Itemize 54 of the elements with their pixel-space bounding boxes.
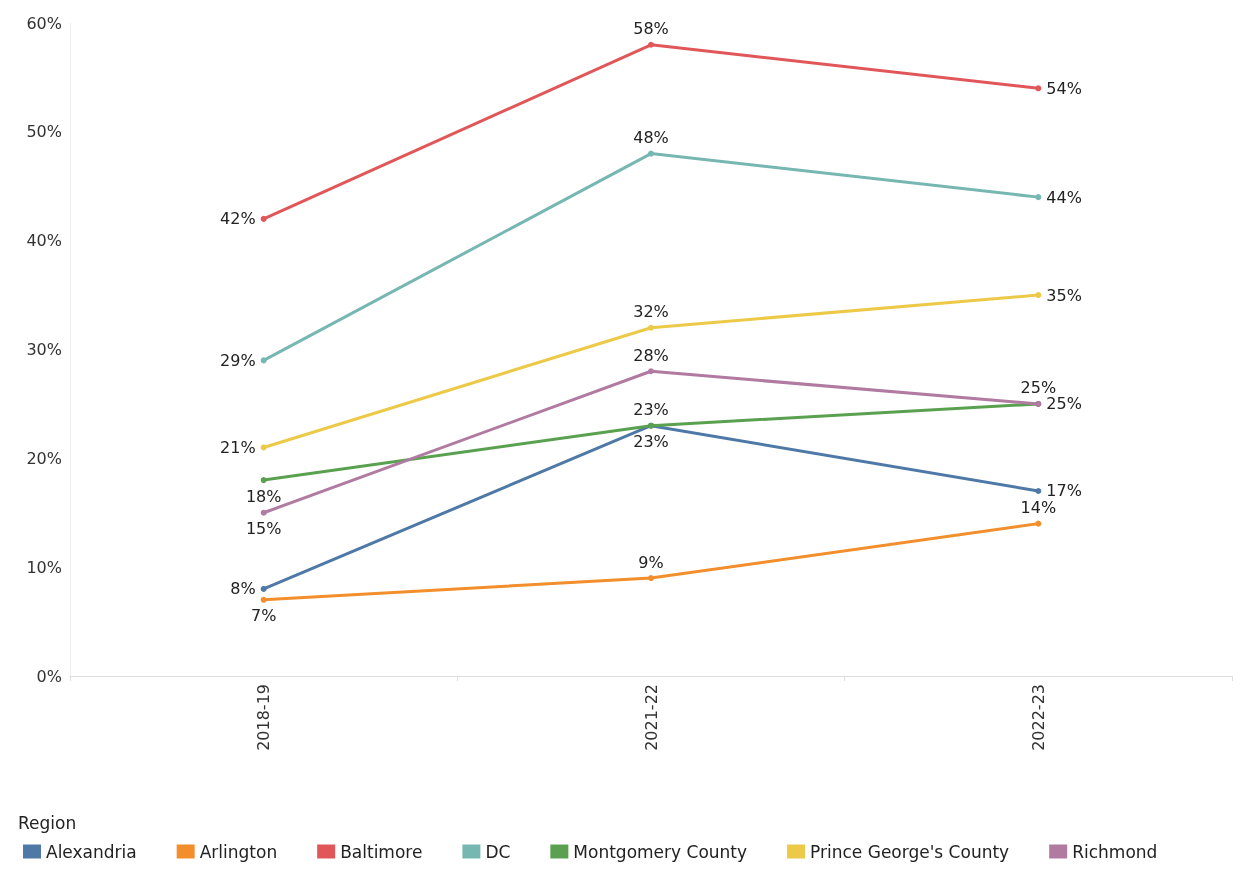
data-label: 32% xyxy=(633,302,669,322)
point xyxy=(260,215,267,222)
y-tick-label: 40% xyxy=(26,231,62,251)
y-tick-label: 50% xyxy=(26,122,62,142)
y-tick-label: 10% xyxy=(26,557,62,577)
y-tick-label: 30% xyxy=(26,340,62,359)
point xyxy=(1035,520,1042,527)
y-tick-label: 20% xyxy=(26,448,62,468)
legend-label: Prince George's County xyxy=(810,841,1010,862)
legend-label: Richmond xyxy=(1072,841,1158,862)
data-label: 8% xyxy=(230,579,256,599)
legend-title: Region xyxy=(18,812,77,833)
data-label: 29% xyxy=(220,350,256,370)
data-label: 58% xyxy=(633,19,669,39)
data-label: 7% xyxy=(250,606,277,626)
data-label: 15% xyxy=(245,519,282,539)
data-label: 23% xyxy=(633,400,669,420)
point xyxy=(1035,85,1042,92)
data-label: 42% xyxy=(220,209,256,229)
legend-label: Arlington xyxy=(199,841,278,862)
point xyxy=(648,575,654,582)
point xyxy=(260,477,267,484)
data-label: 21% xyxy=(220,437,256,457)
point xyxy=(260,585,267,592)
data-label: 28% xyxy=(633,345,669,365)
data-label: 18% xyxy=(245,486,282,506)
data-label: 14% xyxy=(1020,498,1057,518)
y-tick-label: 60% xyxy=(26,13,62,33)
point xyxy=(260,357,267,364)
data-label: 54% xyxy=(1046,78,1082,98)
x-tick-label: 2022-23 xyxy=(1028,684,1048,751)
point xyxy=(1035,194,1042,201)
data-label: 48% xyxy=(633,128,669,148)
point xyxy=(260,596,267,603)
point xyxy=(648,150,654,157)
legend-label: DC xyxy=(485,841,511,862)
point xyxy=(1035,487,1042,494)
point xyxy=(260,509,267,516)
data-label: 17% xyxy=(1046,481,1082,501)
point xyxy=(260,444,267,451)
data-label: 35% xyxy=(1046,285,1082,305)
data-label: 23% xyxy=(633,432,669,452)
x-tick-label: 2018-19 xyxy=(254,684,274,751)
data-label: 44% xyxy=(1046,187,1082,207)
legend-label: Baltimore xyxy=(340,841,423,862)
point xyxy=(648,368,654,375)
data-label: 9% xyxy=(638,552,664,572)
x-tick-label: 2021-22 xyxy=(641,684,661,751)
point xyxy=(648,324,654,331)
point xyxy=(1035,292,1042,299)
y-tick-label: 0% xyxy=(36,666,62,686)
legend-label: Alexandria xyxy=(46,841,137,862)
point xyxy=(648,41,654,48)
legend-label: Montgomery County xyxy=(573,841,748,862)
